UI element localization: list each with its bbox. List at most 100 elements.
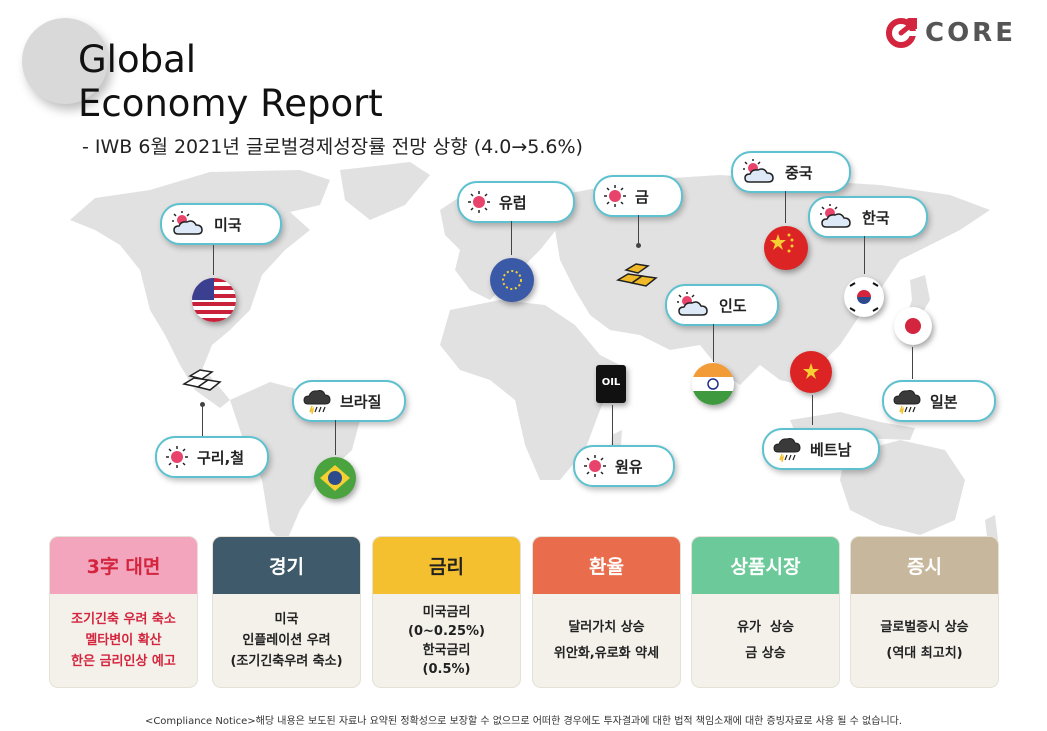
card-line: 조기긴축 우려 축소 [71, 612, 176, 627]
compliance-notice: <Compliance Notice>해당 내용은 보도된 자료나 요약된 정확… [144, 716, 903, 727]
card-line: 한은 금리인상 예고 [71, 654, 176, 669]
partly-cloudy-icon [743, 159, 774, 183]
card-line: 멜타변이 확산 [85, 633, 162, 648]
location-china-label: 중국 [785, 163, 813, 182]
location-korea-label: 한국 [862, 208, 890, 227]
brazil-flag-icon [314, 457, 356, 499]
pin-line [785, 191, 786, 223]
usa-flag-icon [192, 278, 236, 322]
card-line: 위안화,유로화 약세 [553, 645, 660, 661]
card-economy: 경기 미국 인플레이션 우려 (조기긴축우려 축소) [213, 537, 360, 687]
core-logo-mark-icon [886, 18, 917, 48]
location-copper-iron[interactable]: 구리,철 [155, 436, 269, 478]
location-gold-label: 금 [635, 187, 649, 206]
card-line: 유가 상승 [737, 619, 794, 635]
card-exchange-rate: 환율 달러가치 상승 위안화,유로화 약세 [533, 537, 680, 687]
pin-line [912, 347, 913, 379]
china-flag-icon [764, 226, 808, 270]
card-line: (0~0.25%) [408, 623, 485, 639]
location-oil[interactable]: 원유 [573, 445, 675, 487]
location-india[interactable]: 인도 [665, 284, 779, 326]
card-line: 미국금리 [422, 604, 471, 620]
card-3-issues: 3字 대면 조기긴축 우려 축소 멜타변이 확산 한은 금리인상 예고 [50, 537, 197, 687]
pin-line [812, 395, 813, 425]
location-usa-label: 미국 [214, 215, 242, 234]
pin-line [202, 406, 203, 436]
card-body: 미국 인플레이션 우려 (조기긴축우려 축소) [213, 594, 360, 687]
card-header: 금리 [373, 537, 520, 594]
card-header: 환율 [533, 537, 680, 594]
location-oil-label: 원유 [615, 457, 643, 476]
title-line-1: Global [78, 38, 197, 81]
card-line: (역대 최고치) [886, 645, 963, 661]
partly-cloudy-icon [820, 204, 851, 228]
location-japan-label: 일본 [930, 392, 958, 411]
location-brazil-label: 브라질 [340, 392, 382, 411]
pin-line [213, 245, 214, 275]
pin-line [335, 420, 336, 455]
card-body: 미국금리 (0~0.25%) 한국금리 (0.5%) [373, 594, 520, 687]
sunny-icon [584, 455, 606, 477]
storm-icon [893, 390, 921, 415]
sunny-icon [604, 185, 626, 207]
location-europe-label: 유럽 [499, 193, 527, 212]
decorative-circle [22, 18, 108, 104]
card-body: 조기긴축 우려 축소 멜타변이 확산 한은 금리인상 예고 [50, 594, 197, 687]
storm-icon [303, 390, 331, 415]
location-china[interactable]: 중국 [731, 151, 851, 193]
card-header: 3字 대면 [50, 537, 197, 594]
oil-barrel-icon: OIL [596, 365, 626, 403]
card-body: 유가 상승 금 상승 [692, 594, 839, 687]
metal-bars-icon [180, 360, 224, 396]
card-line: (0.5%) [422, 661, 471, 677]
pin-line [864, 236, 865, 274]
card-line: 글로벌증시 상승 [880, 619, 969, 635]
card-header: 경기 [213, 537, 360, 594]
pin-line [638, 215, 639, 245]
card-line: 인플레이션 우려 [242, 633, 331, 648]
sunny-icon [166, 446, 188, 468]
partly-cloudy-icon [677, 292, 708, 316]
card-header: 증시 [851, 537, 998, 594]
location-gold[interactable]: 금 [593, 175, 683, 217]
card-line: 금 상승 [745, 645, 786, 661]
location-usa[interactable]: 미국 [160, 203, 282, 245]
card-line: (조기긴축우려 축소) [230, 654, 343, 669]
location-india-label: 인도 [719, 296, 747, 315]
card-header: 상품시장 [692, 537, 839, 594]
pin-line [511, 221, 512, 255]
card-stock-market: 증시 글로벌증시 상승 (역대 최고치) [851, 537, 998, 687]
page-subtitle: - IWB 6월 2021년 글로벌경제성장률 전망 상향 (4.0→5.6%) [82, 136, 583, 158]
card-line: 미국 [274, 612, 299, 627]
vietnam-flag-icon [790, 351, 832, 393]
eu-flag-icon [490, 258, 534, 302]
storm-icon [773, 438, 801, 463]
card-body: 글로벌증시 상승 (역대 최고치) [851, 594, 998, 687]
japan-flag-icon [894, 307, 932, 345]
oil-barrel-text: OIL [601, 377, 621, 388]
sunny-icon [468, 191, 490, 213]
pin-line [713, 324, 714, 362]
pin-dot [636, 243, 641, 248]
location-vietnam-label: 베트남 [810, 440, 852, 459]
location-vietnam[interactable]: 베트남 [762, 428, 880, 470]
card-line: 한국금리 [422, 642, 471, 658]
pin-line [612, 405, 613, 445]
card-commodities: 상품시장 유가 상승 금 상승 [692, 537, 839, 687]
card-body: 달러가치 상승 위안화,유로화 약세 [533, 594, 680, 687]
title-line-2: Economy Report [78, 82, 383, 125]
gold-bars-icon [614, 258, 660, 292]
logo-text: CORE [925, 18, 1016, 48]
page-title: Global Economy Report [78, 38, 383, 126]
core-logo: CORE [885, 16, 1016, 50]
location-europe[interactable]: 유럽 [457, 181, 575, 223]
india-flag-icon [692, 363, 734, 405]
korea-flag-icon [844, 277, 884, 317]
location-korea[interactable]: 한국 [808, 196, 928, 238]
location-brazil[interactable]: 브라질 [292, 380, 406, 422]
partly-cloudy-icon [172, 211, 203, 235]
pin-dot [200, 402, 205, 407]
card-interest-rate: 금리 미국금리 (0~0.25%) 한국금리 (0.5%) [373, 537, 520, 687]
location-japan[interactable]: 일본 [882, 380, 996, 422]
card-line: 달러가치 상승 [568, 619, 645, 635]
